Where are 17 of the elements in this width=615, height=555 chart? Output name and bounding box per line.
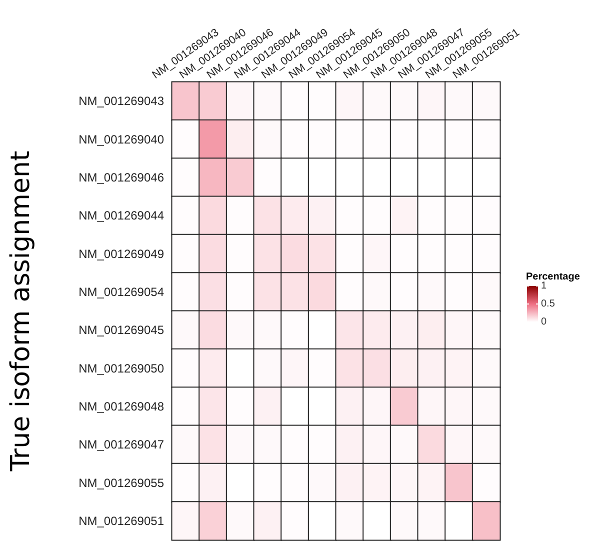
y-tick-label: NM_001269043: [78, 94, 164, 108]
color-bar-label: 0.5: [541, 298, 556, 310]
y-tick-label: NM_001269048: [78, 399, 164, 414]
y-tick-label: NM_001269044: [78, 208, 164, 223]
y-tick-label: NM_001269049: [78, 246, 164, 261]
y-tick-label: NM_001269046: [78, 170, 164, 184]
y-tick-label: NM_001269054: [78, 284, 164, 299]
y-axis-title: True isoform assignment: [6, 150, 36, 472]
y-tick-label: NM_001269051: [78, 514, 164, 528]
y-tick-label: NM_001269047: [78, 438, 164, 452]
y-tick-label: NM_001269045: [78, 323, 164, 338]
y-tick-label: NM_001269040: [78, 132, 164, 146]
y-tick-label: NM_001269055: [78, 476, 164, 490]
color-bar-label: 0: [541, 316, 547, 328]
color-bar-title: Percentage: [526, 272, 580, 282]
y-tick-label: NM_001269050: [78, 361, 164, 376]
color-bar-label: 1: [541, 280, 547, 292]
